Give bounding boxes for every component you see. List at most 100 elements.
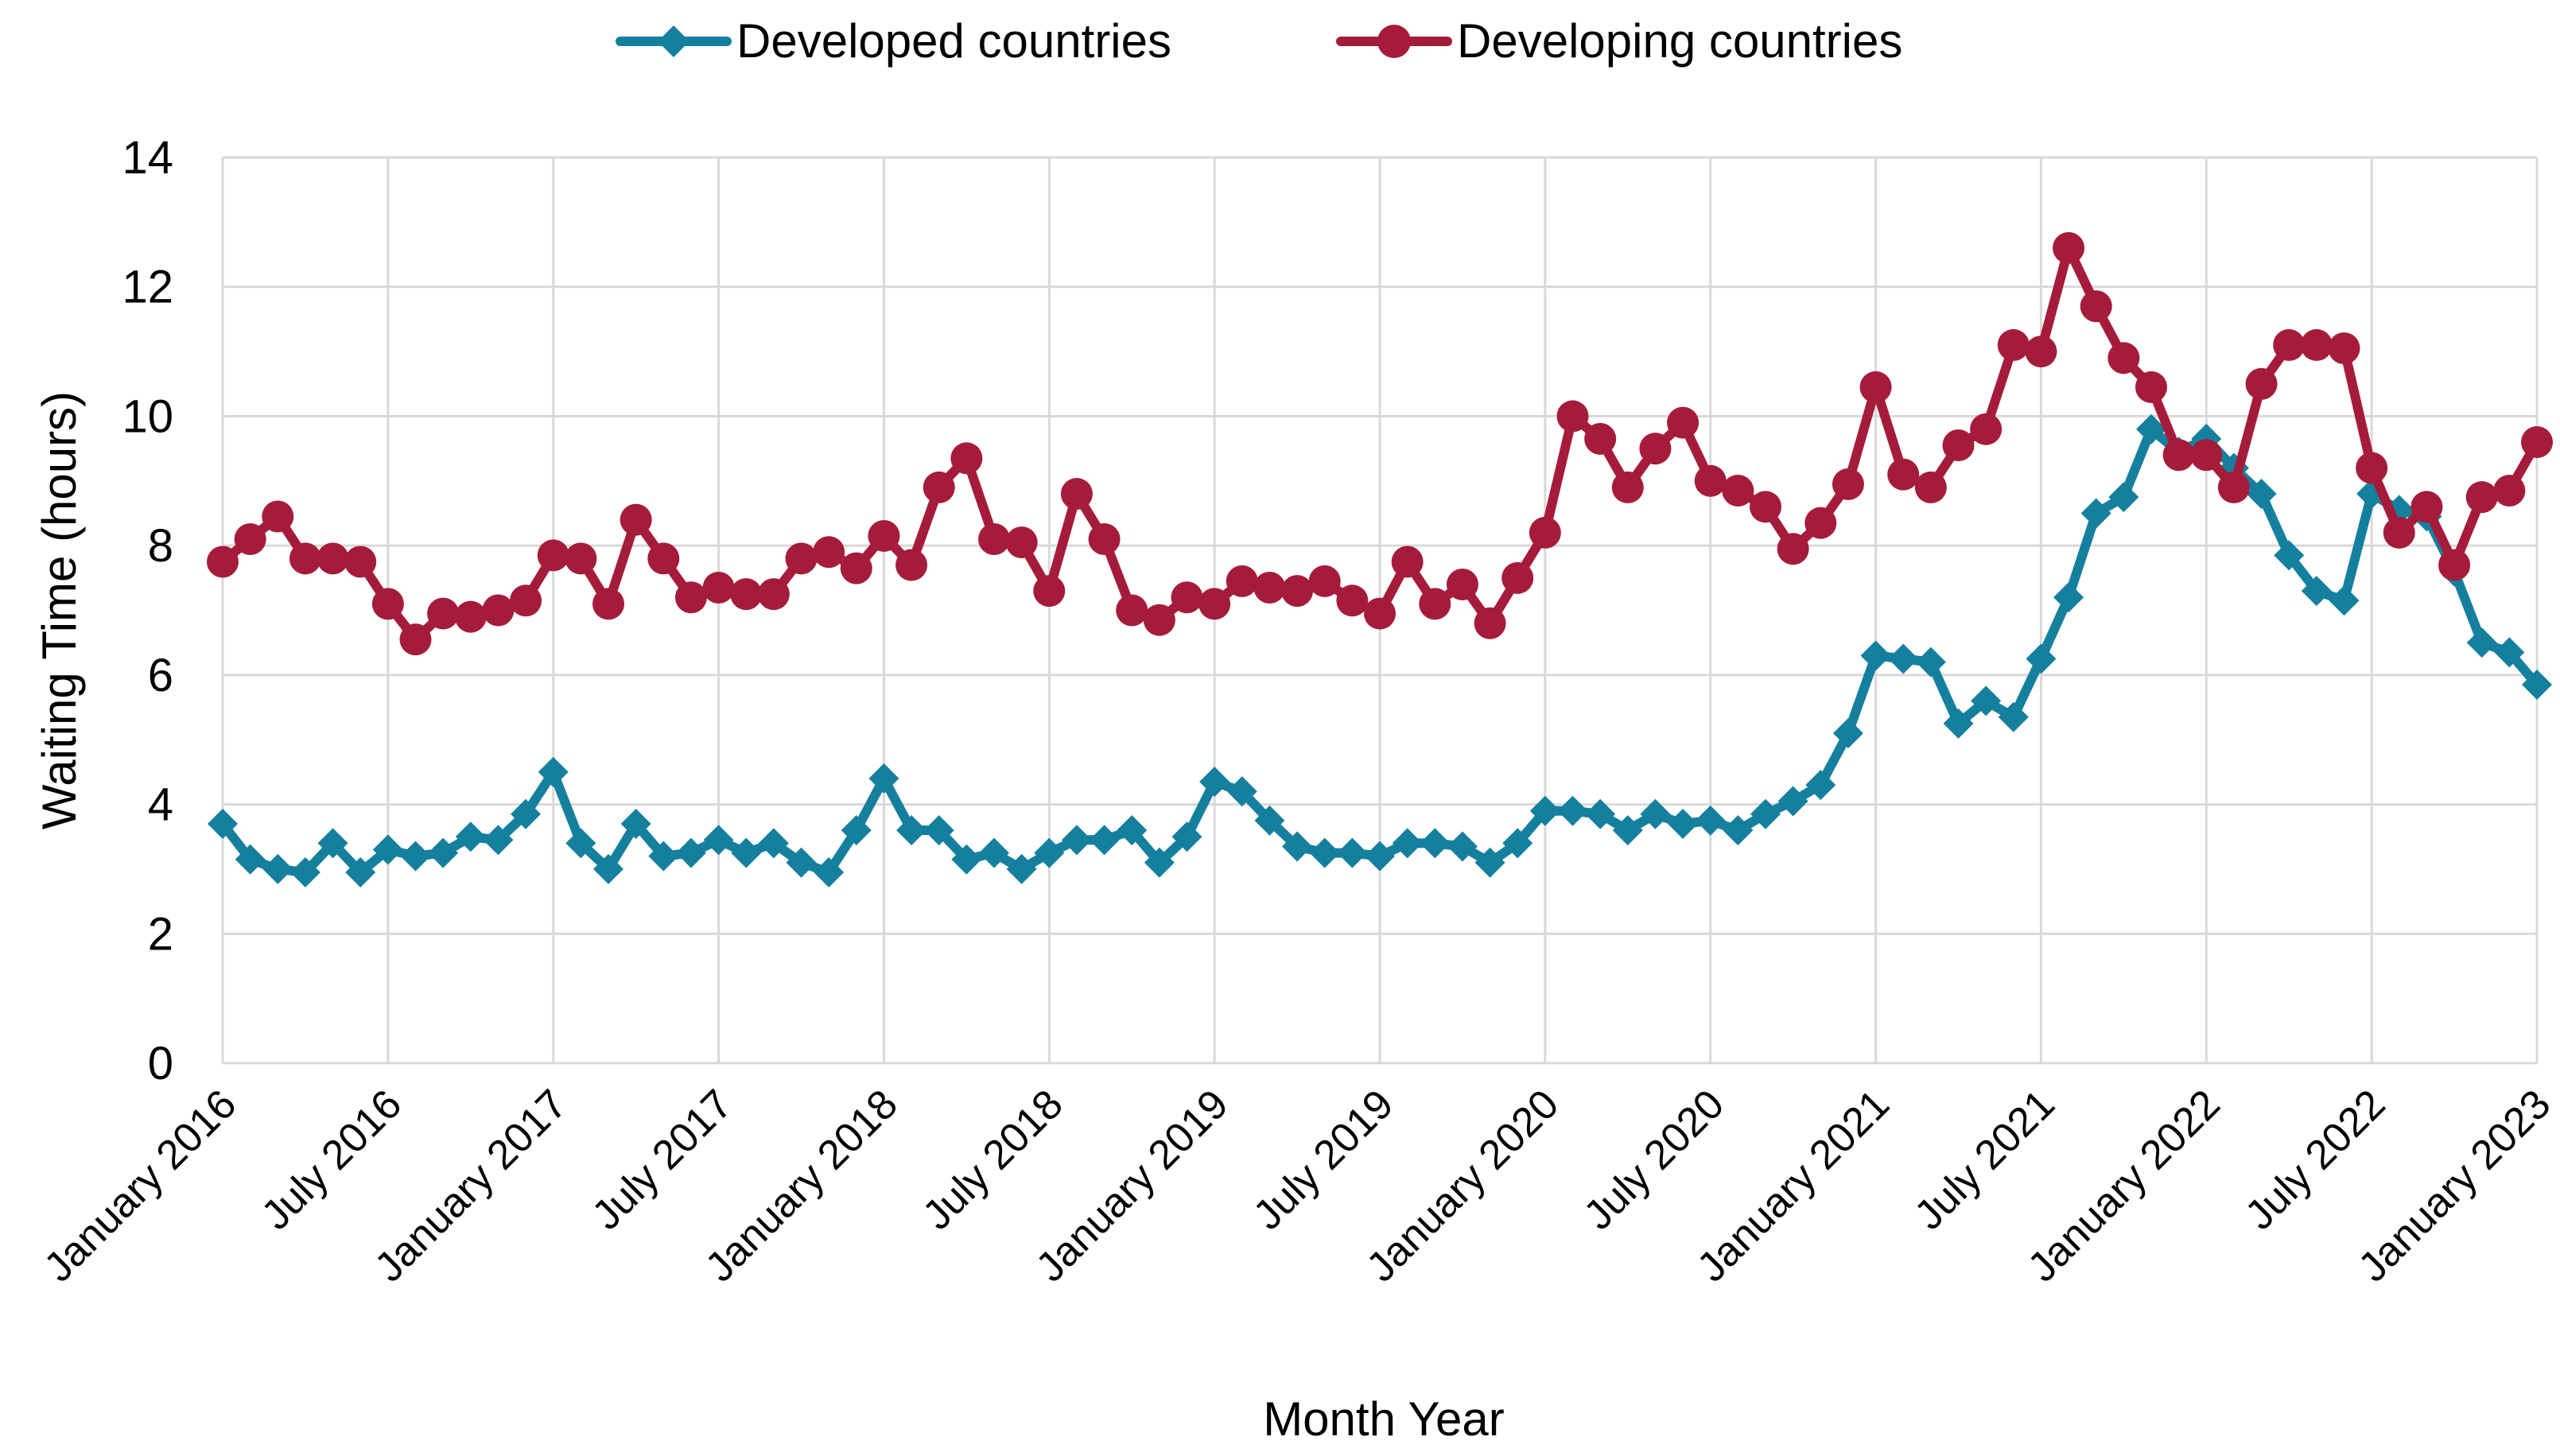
data-point-developing (2438, 549, 2471, 581)
data-point-developing (510, 584, 542, 617)
data-point-developing (1777, 533, 1809, 565)
y-tick-label: 12 (122, 262, 173, 313)
data-point-developed (483, 825, 514, 856)
data-point-developing (1088, 523, 1121, 556)
data-point-developed (1392, 828, 1423, 859)
y-tick-label: 14 (122, 132, 173, 184)
data-point-developed (400, 841, 431, 872)
data-point-developing (1914, 471, 1947, 503)
data-point-developing (950, 442, 983, 475)
data-point-developed (1612, 815, 1643, 846)
data-point-developed (2466, 627, 2497, 658)
y-axis-title: Waiting Time (hours) (33, 391, 86, 829)
data-point-developing (1198, 588, 1231, 620)
data-point-developing (1281, 575, 1314, 608)
data-point-developing (1750, 491, 1781, 523)
data-point-developing (2217, 471, 2250, 503)
data-point-developed (1695, 805, 1726, 836)
data-point-developing (1611, 471, 1644, 503)
data-point-developing (2410, 491, 2443, 523)
data-point-developing (2025, 336, 2057, 368)
x-tick-label: July 2017 (584, 1081, 741, 1238)
y-tick-label: 2 (148, 908, 173, 960)
data-point-developing (2493, 474, 2526, 507)
data-point-developing (620, 503, 652, 536)
data-point-developed (2246, 479, 2277, 510)
data-point-developing (785, 542, 818, 575)
data-point-developed (1199, 767, 1230, 798)
y-tick-label: 10 (122, 390, 173, 442)
data-point-developing (1722, 474, 1754, 507)
x-tick-label: July 2016 (253, 1081, 410, 1238)
data-point-developing (1033, 575, 1066, 608)
data-point-developing (371, 588, 404, 620)
data-point-developed (758, 828, 789, 859)
data-point-developed (1474, 847, 1505, 878)
x-tick-label: July 2019 (1245, 1081, 1402, 1238)
data-point-developed (1529, 795, 1560, 826)
data-point-developed (951, 844, 982, 875)
data-point-developing (840, 552, 872, 584)
data-point-developing (647, 542, 680, 575)
data-point-developing (454, 600, 487, 633)
data-point-developed (2522, 670, 2552, 701)
data-point-developing (1501, 561, 1534, 594)
data-point-developed (1144, 847, 1175, 878)
data-point-developing (1970, 413, 2003, 445)
data-point-developed (979, 837, 1009, 868)
data-point-developing (2135, 371, 2167, 403)
data-point-developing (978, 523, 1010, 556)
data-point-developed (1888, 643, 1919, 674)
data-point-developed (2274, 540, 2305, 571)
data-point-developing (1143, 604, 1175, 636)
data-point-developing (1859, 371, 1892, 403)
data-point-developed (1805, 770, 1836, 801)
data-point-developed (2053, 582, 2084, 613)
data-point-developed (1226, 776, 1257, 807)
y-tick-label: 4 (148, 779, 173, 831)
data-point-developed (345, 856, 376, 887)
data-point-developed (1998, 701, 2029, 732)
data-point-developing (344, 546, 377, 578)
data-point-developed (2026, 643, 2057, 674)
data-point-developed (317, 828, 348, 859)
data-point-developing (317, 542, 349, 575)
data-point-developed (262, 853, 293, 884)
data-point-developing (1667, 406, 1700, 439)
data-point-developing (895, 549, 928, 581)
data-point-developing (1253, 572, 1286, 604)
data-point-developed (538, 756, 569, 787)
data-point-developed (1750, 798, 1781, 829)
data-point-developing (1474, 607, 1506, 639)
data-point-developed (648, 841, 679, 872)
data-point-developed (786, 847, 817, 878)
legend: Developed countries Developing countries (616, 14, 1902, 68)
data-point-developed (372, 834, 403, 865)
data-point-developed (1585, 798, 1616, 829)
x-tick-label: July 2021 (1905, 1081, 2063, 1238)
data-point-developing (565, 542, 597, 575)
data-point-developing (2162, 439, 2195, 472)
legend-marker-diamond (658, 25, 690, 57)
data-point-developing (2383, 516, 2415, 549)
data-point-developing (262, 500, 294, 533)
data-point-developed (703, 825, 734, 856)
data-point-developed (1034, 837, 1065, 868)
data-point-developing (2465, 481, 2498, 514)
x-tick-label: January 2016 (36, 1081, 246, 1291)
data-point-developed (2108, 482, 2139, 513)
data-point-developed (1117, 815, 1148, 846)
data-point-developed (1089, 825, 1120, 856)
data-point-developing (1391, 546, 1424, 578)
data-point-developing (1308, 565, 1341, 597)
data-point-developed (731, 837, 762, 868)
data-point-developed (896, 815, 927, 846)
data-point-developed (1447, 831, 1478, 862)
x-tick-label: July 2022 (2236, 1081, 2394, 1238)
data-point-developing (1364, 597, 1396, 630)
data-point-developing (592, 588, 624, 620)
data-point-developed (1971, 685, 2002, 716)
